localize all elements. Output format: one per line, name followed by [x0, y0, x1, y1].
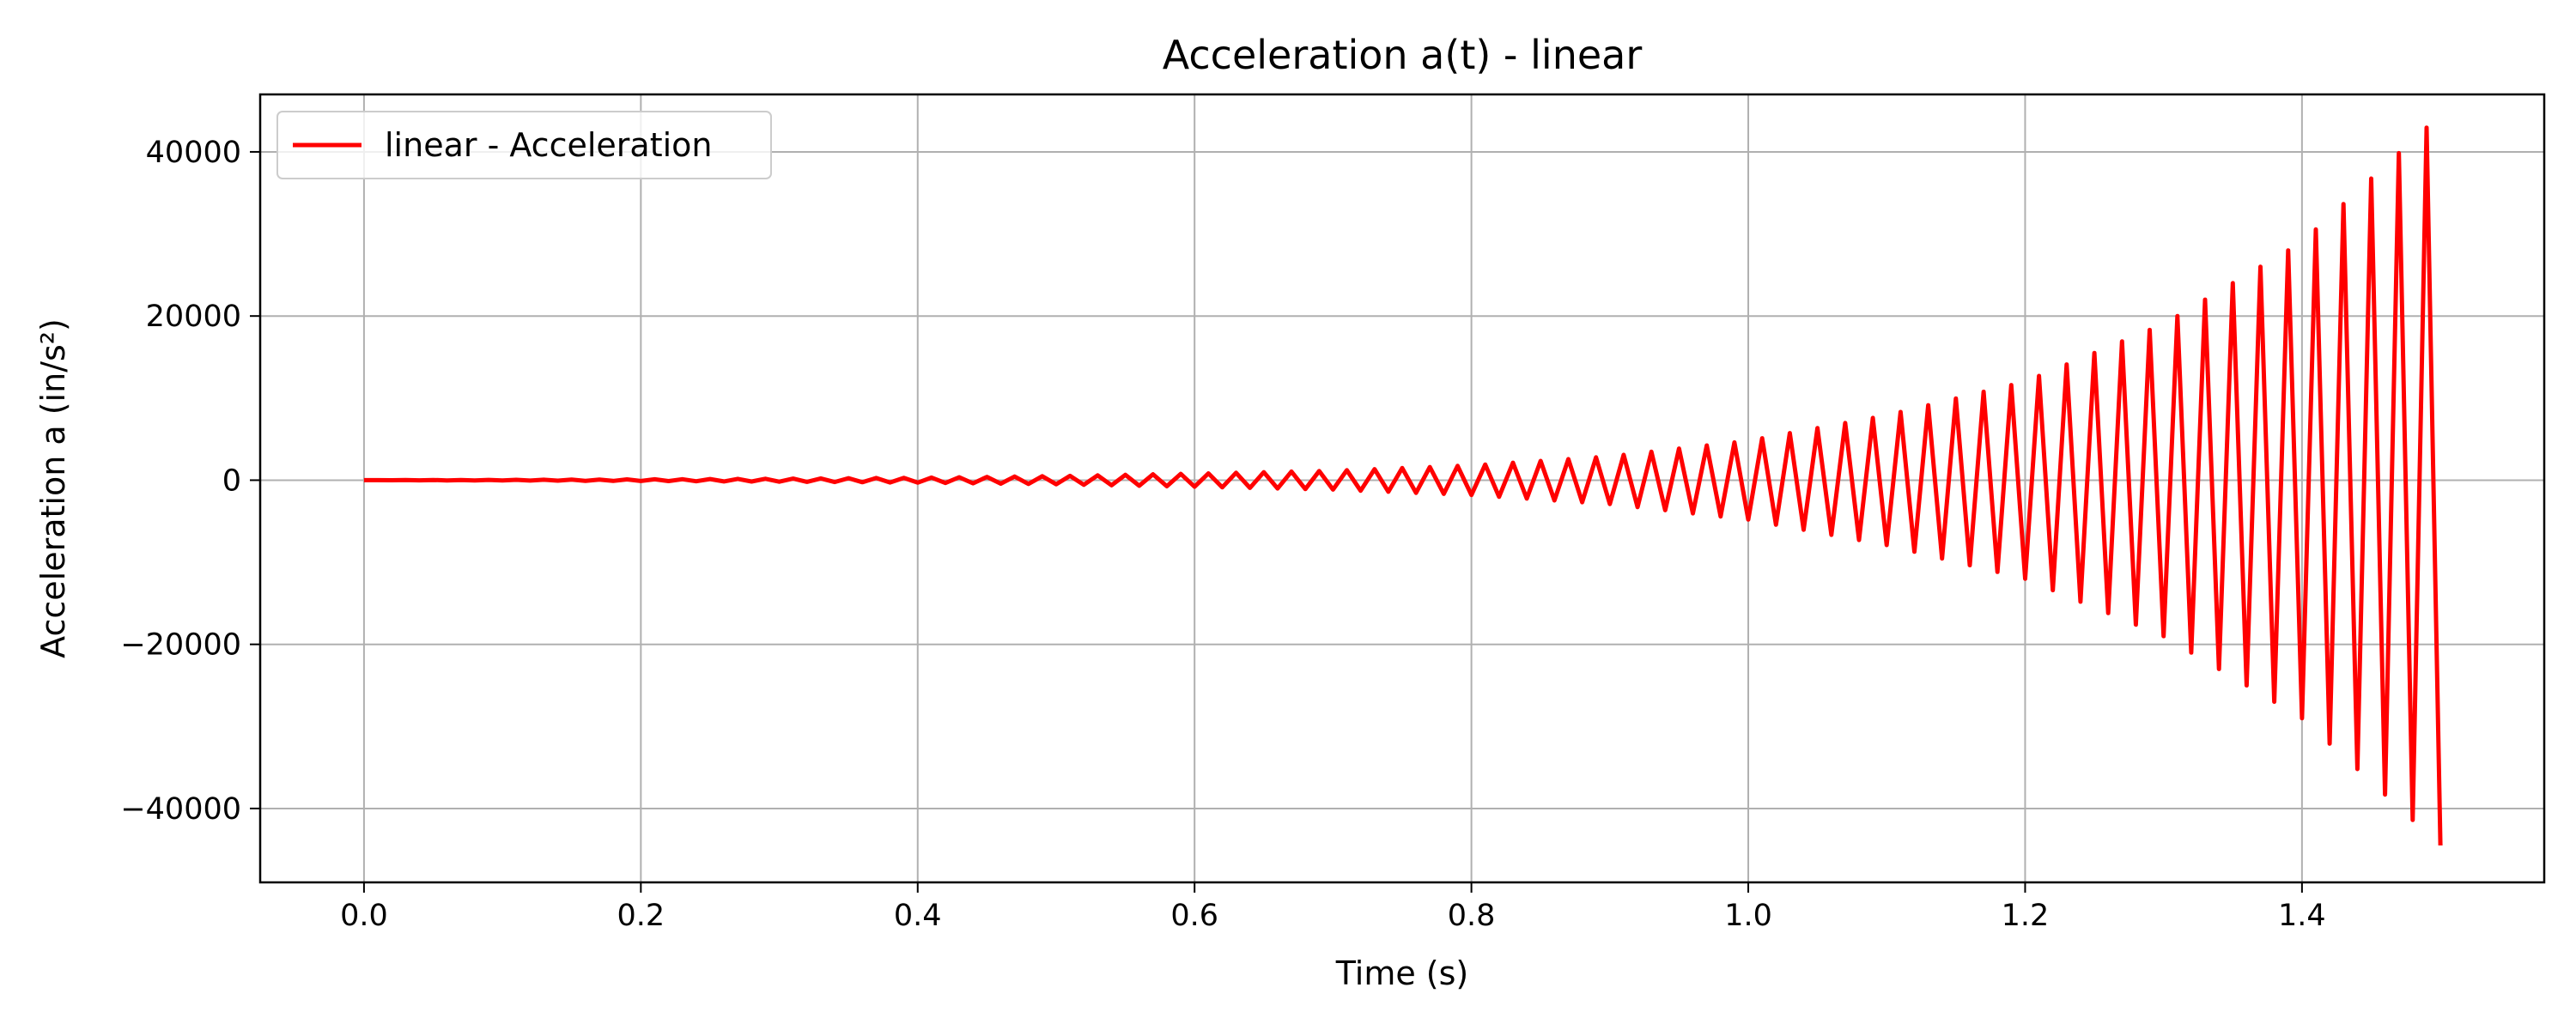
x-tick-label: 1.2: [2002, 899, 2050, 933]
legend-label: linear - Acceleration: [385, 126, 712, 164]
x-tick-label: 0.8: [1448, 899, 1496, 933]
x-axis-label: Time (s): [1335, 954, 1469, 992]
y-tick-label: −40000: [120, 792, 241, 827]
x-tick-label: 0.2: [617, 899, 665, 933]
y-tick-label: 20000: [146, 300, 241, 334]
y-tick-label: −20000: [120, 628, 241, 663]
chart-title: Acceleration a(t) - linear: [1163, 32, 1643, 78]
y-axis-label: Acceleration a (in/s²): [34, 318, 72, 658]
legend-box: [276, 111, 772, 179]
ticks: 0.0 0.2 0.4 0.6 0.8 1.0 1.2 1.4 40000 20000 0 −2000…: [120, 136, 2325, 933]
y-tick-label: 0: [222, 464, 241, 498]
x-tick-label: 0.4: [894, 899, 942, 933]
series-line-linear-acceleration: [363, 125, 2443, 846]
plot-frame: [258, 93, 2546, 884]
x-tick-label: 0.6: [1170, 899, 1218, 933]
x-tick-label: 0.0: [340, 899, 388, 933]
x-tick-label: 1.0: [1724, 899, 1772, 933]
series-layer: [363, 125, 2443, 846]
y-tick-label: 40000: [146, 136, 241, 170]
x-tick-label: 1.4: [2278, 899, 2326, 933]
legend: linear - Acceleration: [276, 111, 772, 179]
